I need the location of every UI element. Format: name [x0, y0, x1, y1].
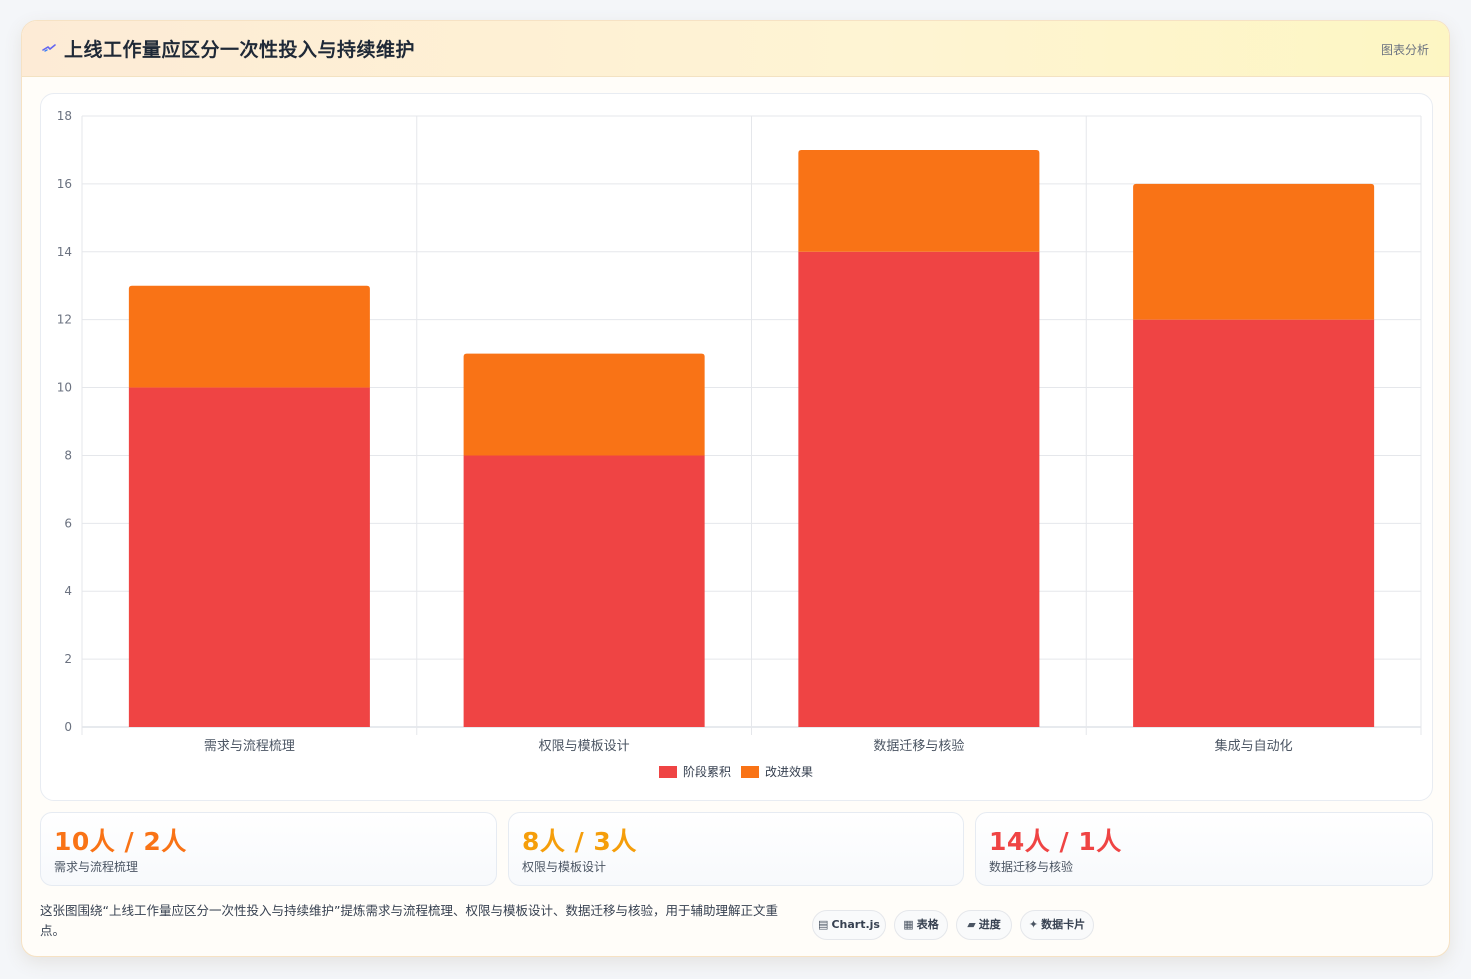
y-tick-label: 14: [57, 245, 72, 259]
y-tick-label: 0: [64, 720, 72, 734]
legend-label: 改进效果: [765, 764, 813, 779]
y-tick-label: 4: [64, 584, 72, 598]
chart-description: 这张图围绕“上线工作量应区分一次性投入与持续维护”提炼需求与流程梳理、权限与模板…: [40, 903, 778, 938]
chart-analysis-tag: 图表分析: [1380, 43, 1429, 57]
stat-label-3: 数据迁移与核验: [989, 860, 1074, 874]
chart-card: 上线工作量应区分一次性投入与持续维护 图表分析 0 2 4 6 8 10 12 14 16 18 需…: [21, 20, 1450, 957]
stat-label-2: 权限与模板设计: [522, 860, 607, 874]
chip-label: 数据卡片: [1041, 918, 1086, 931]
sparkle-icon: ✦: [1028, 918, 1039, 931]
legend-label: 阶段累积: [683, 764, 731, 779]
chip-table[interactable]: ▦ 表格: [894, 910, 948, 940]
chart-icon: ▤: [818, 918, 829, 931]
stat-value-2: 8人 / 3人: [522, 827, 637, 856]
stat-card-1: 10人 / 2人 需求与流程梳理: [40, 812, 497, 886]
x-tick-label: 权限与模板设计: [539, 738, 630, 754]
stat-label-1: 需求与流程梳理: [54, 860, 139, 874]
page-title: 上线工作量应区分一次性投入与持续维护: [64, 39, 416, 61]
chip-progress[interactable]: ▰ 进度: [956, 910, 1012, 940]
y-tick-label: 16: [57, 177, 72, 191]
bar-stage: [798, 251, 1040, 727]
y-tick-label: 6: [64, 516, 72, 530]
legend-swatch: [659, 766, 677, 778]
stacked-bar-chart: 0 2 4 6 8 10 12 14 16 18 需求与流程梳理 权限与模板设计 数据迁移与核验 集成与自…: [57, 109, 1422, 779]
bar-improve: [463, 353, 705, 456]
table-icon: ▦: [903, 918, 914, 931]
x-tick-label: 数据迁移与核验: [873, 738, 964, 754]
chip-label: Chart.js: [831, 918, 880, 931]
y-tick-label: 10: [57, 381, 72, 395]
sparkle-icon: [42, 44, 56, 52]
progress-icon: ▰: [967, 918, 976, 931]
x-tick-label: 需求与流程梳理: [204, 739, 295, 754]
x-tick-label: 集成与自动化: [1215, 738, 1293, 754]
chip-label: 进度: [978, 918, 1001, 931]
bar-stage: [128, 387, 370, 727]
chip-chartjs[interactable]: ▤ Chart.js: [812, 910, 886, 940]
stat-card-3: 14人 / 1人 数据迁移与核验: [975, 812, 1433, 886]
bar-improve: [798, 149, 1040, 252]
bar-improve: [1133, 183, 1375, 320]
y-tick-label: 8: [64, 448, 72, 462]
bar-stage: [1133, 319, 1375, 727]
bar-improve: [128, 285, 370, 388]
y-tick-label: 12: [57, 313, 72, 327]
stat-value-1: 10人 / 2人: [54, 827, 187, 856]
chip-label: 表格: [916, 918, 939, 931]
y-tick-label: 18: [57, 109, 72, 123]
stat-card-2: 8人 / 3人 权限与模板设计: [508, 812, 964, 886]
y-tick-label: 2: [64, 652, 72, 666]
bar-stage: [463, 455, 705, 727]
chart-panel: 0 2 4 6 8 10 12 14 16 18 需求与流程梳理 权限与模板设计 数据迁移与核验 集成与自…: [40, 93, 1433, 801]
stat-value-3: 14人 / 1人: [989, 827, 1122, 856]
chip-data-cards[interactable]: ✦ 数据卡片: [1020, 910, 1094, 940]
legend-swatch: [741, 766, 759, 778]
card-header: 上线工作量应区分一次性投入与持续维护 图表分析: [22, 21, 1449, 77]
